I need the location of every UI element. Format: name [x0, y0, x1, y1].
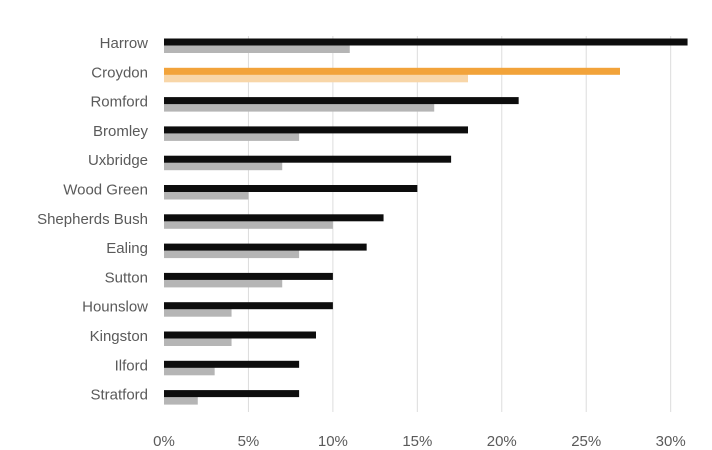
- x-tick-label-0: 0%: [153, 433, 175, 450]
- x-tick-label-10: 10%: [318, 433, 348, 450]
- bar-secondary-ilford: [164, 366, 215, 376]
- bar-secondary-stratford: [164, 395, 198, 405]
- x-tick-label-25: 25%: [571, 433, 601, 450]
- bar-primary-uxbridge: [164, 155, 452, 163]
- bar-primary-sutton: [164, 272, 333, 280]
- bar-primary-croydon: [164, 67, 620, 75]
- bar-primary-wood-green: [164, 185, 418, 192]
- bar-secondary-hounslow: [164, 307, 232, 317]
- x-tick-label-20: 20%: [487, 433, 517, 450]
- bar-secondary-harrow: [164, 44, 350, 53]
- bar-secondary-sutton: [164, 278, 283, 288]
- x-tick-label-30: 30%: [656, 433, 686, 450]
- bar-secondary-shepherds-bush: [164, 219, 333, 229]
- bar-primary-harrow: [164, 38, 688, 46]
- category-label-croydon: Croydon: [91, 64, 148, 81]
- category-label-bromley: Bromley: [93, 123, 149, 140]
- category-label-ilford: Ilford: [115, 357, 148, 374]
- bar-primary-kingston: [164, 331, 316, 339]
- category-label-romford: Romford: [90, 94, 148, 111]
- bar-primary-shepherds-bush: [164, 214, 384, 222]
- bar-primary-bromley: [164, 126, 468, 134]
- bar-primary-ealing: [164, 243, 367, 251]
- bar-secondary-ealing: [164, 249, 300, 259]
- bar-secondary-romford: [164, 102, 435, 112]
- bar-primary-romford: [164, 97, 519, 105]
- x-tick-label-15: 15%: [402, 433, 432, 450]
- category-label-ealing: Ealing: [106, 240, 148, 257]
- bar-secondary-kingston: [164, 337, 232, 346]
- category-label-sutton: Sutton: [105, 269, 148, 286]
- bars: [164, 38, 688, 405]
- category-label-stratford: Stratford: [90, 387, 148, 404]
- bar-primary-stratford: [164, 390, 300, 398]
- category-labels: Harrow Croydon Romford Bromley Uxbridge Wood …: [37, 35, 148, 404]
- category-label-shepherds-bush: Shepherds Bush: [37, 211, 148, 228]
- category-label-harrow: Harrow: [100, 35, 149, 52]
- category-label-hounslow: Hounslow: [82, 299, 148, 316]
- bar-secondary-wood-green: [164, 190, 249, 200]
- bar-primary-hounslow: [164, 302, 333, 310]
- category-label-wood-green: Wood Green: [63, 182, 148, 199]
- bar-primary-ilford: [164, 360, 300, 368]
- x-tick-label-5: 5%: [238, 433, 260, 450]
- x-axis-tick-labels: 0% 5% 10% 15% 20% 25% 30%: [153, 433, 686, 450]
- bar-secondary-croydon: [164, 73, 468, 83]
- bar-secondary-uxbridge: [164, 161, 283, 171]
- category-label-uxbridge: Uxbridge: [88, 152, 148, 169]
- bar-secondary-bromley: [164, 131, 300, 141]
- category-label-kingston: Kingston: [90, 328, 148, 345]
